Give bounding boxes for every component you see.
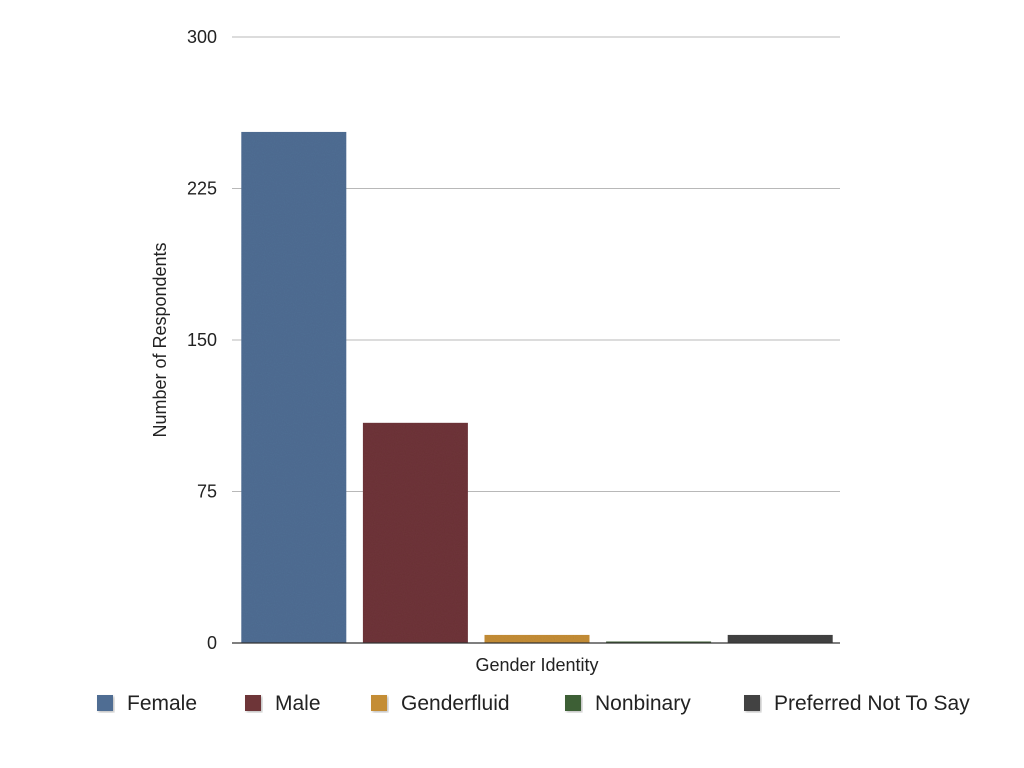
bar-nonbinary — [606, 641, 712, 643]
y-tick-label: 150 — [187, 330, 217, 350]
legend-item-preferred-not-to-say: Preferred Not To Say — [744, 692, 970, 715]
legend-item-female: Female — [97, 692, 197, 715]
legend-item-genderfluid: Genderfluid — [371, 692, 510, 715]
y-tick-label: 0 — [207, 633, 217, 653]
legend-label: Nonbinary — [595, 692, 691, 715]
legend-label: Male — [275, 692, 321, 715]
bars — [241, 131, 833, 643]
legend-swatch — [97, 695, 113, 711]
bar-female — [241, 131, 347, 643]
legend-label: Preferred Not To Say — [774, 692, 970, 715]
legend-item-nonbinary: Nonbinary — [565, 692, 691, 715]
bar-genderfluid — [484, 634, 590, 643]
legend-label: Genderfluid — [401, 692, 510, 715]
legend-swatch — [371, 695, 387, 711]
bar-preferred-not-to-say — [727, 634, 833, 643]
x-axis-label: Gender Identity — [475, 655, 598, 675]
legend-label: Female — [127, 692, 197, 715]
y-tick-label: 225 — [187, 179, 217, 199]
legend-swatch — [565, 695, 581, 711]
legend-item-male: Male — [245, 692, 321, 715]
legend: Female Male Genderfluid Nonbinary Preferred … — [97, 692, 970, 715]
y-axis-label: Number of Respondents — [150, 242, 170, 437]
y-tick-label: 75 — [197, 482, 217, 502]
legend-swatch — [744, 695, 760, 711]
y-axis-ticks: 0 75 150 225 300 — [187, 27, 217, 653]
y-tick-label: 300 — [187, 27, 217, 47]
bar-male — [362, 422, 468, 643]
legend-swatch — [245, 695, 261, 711]
